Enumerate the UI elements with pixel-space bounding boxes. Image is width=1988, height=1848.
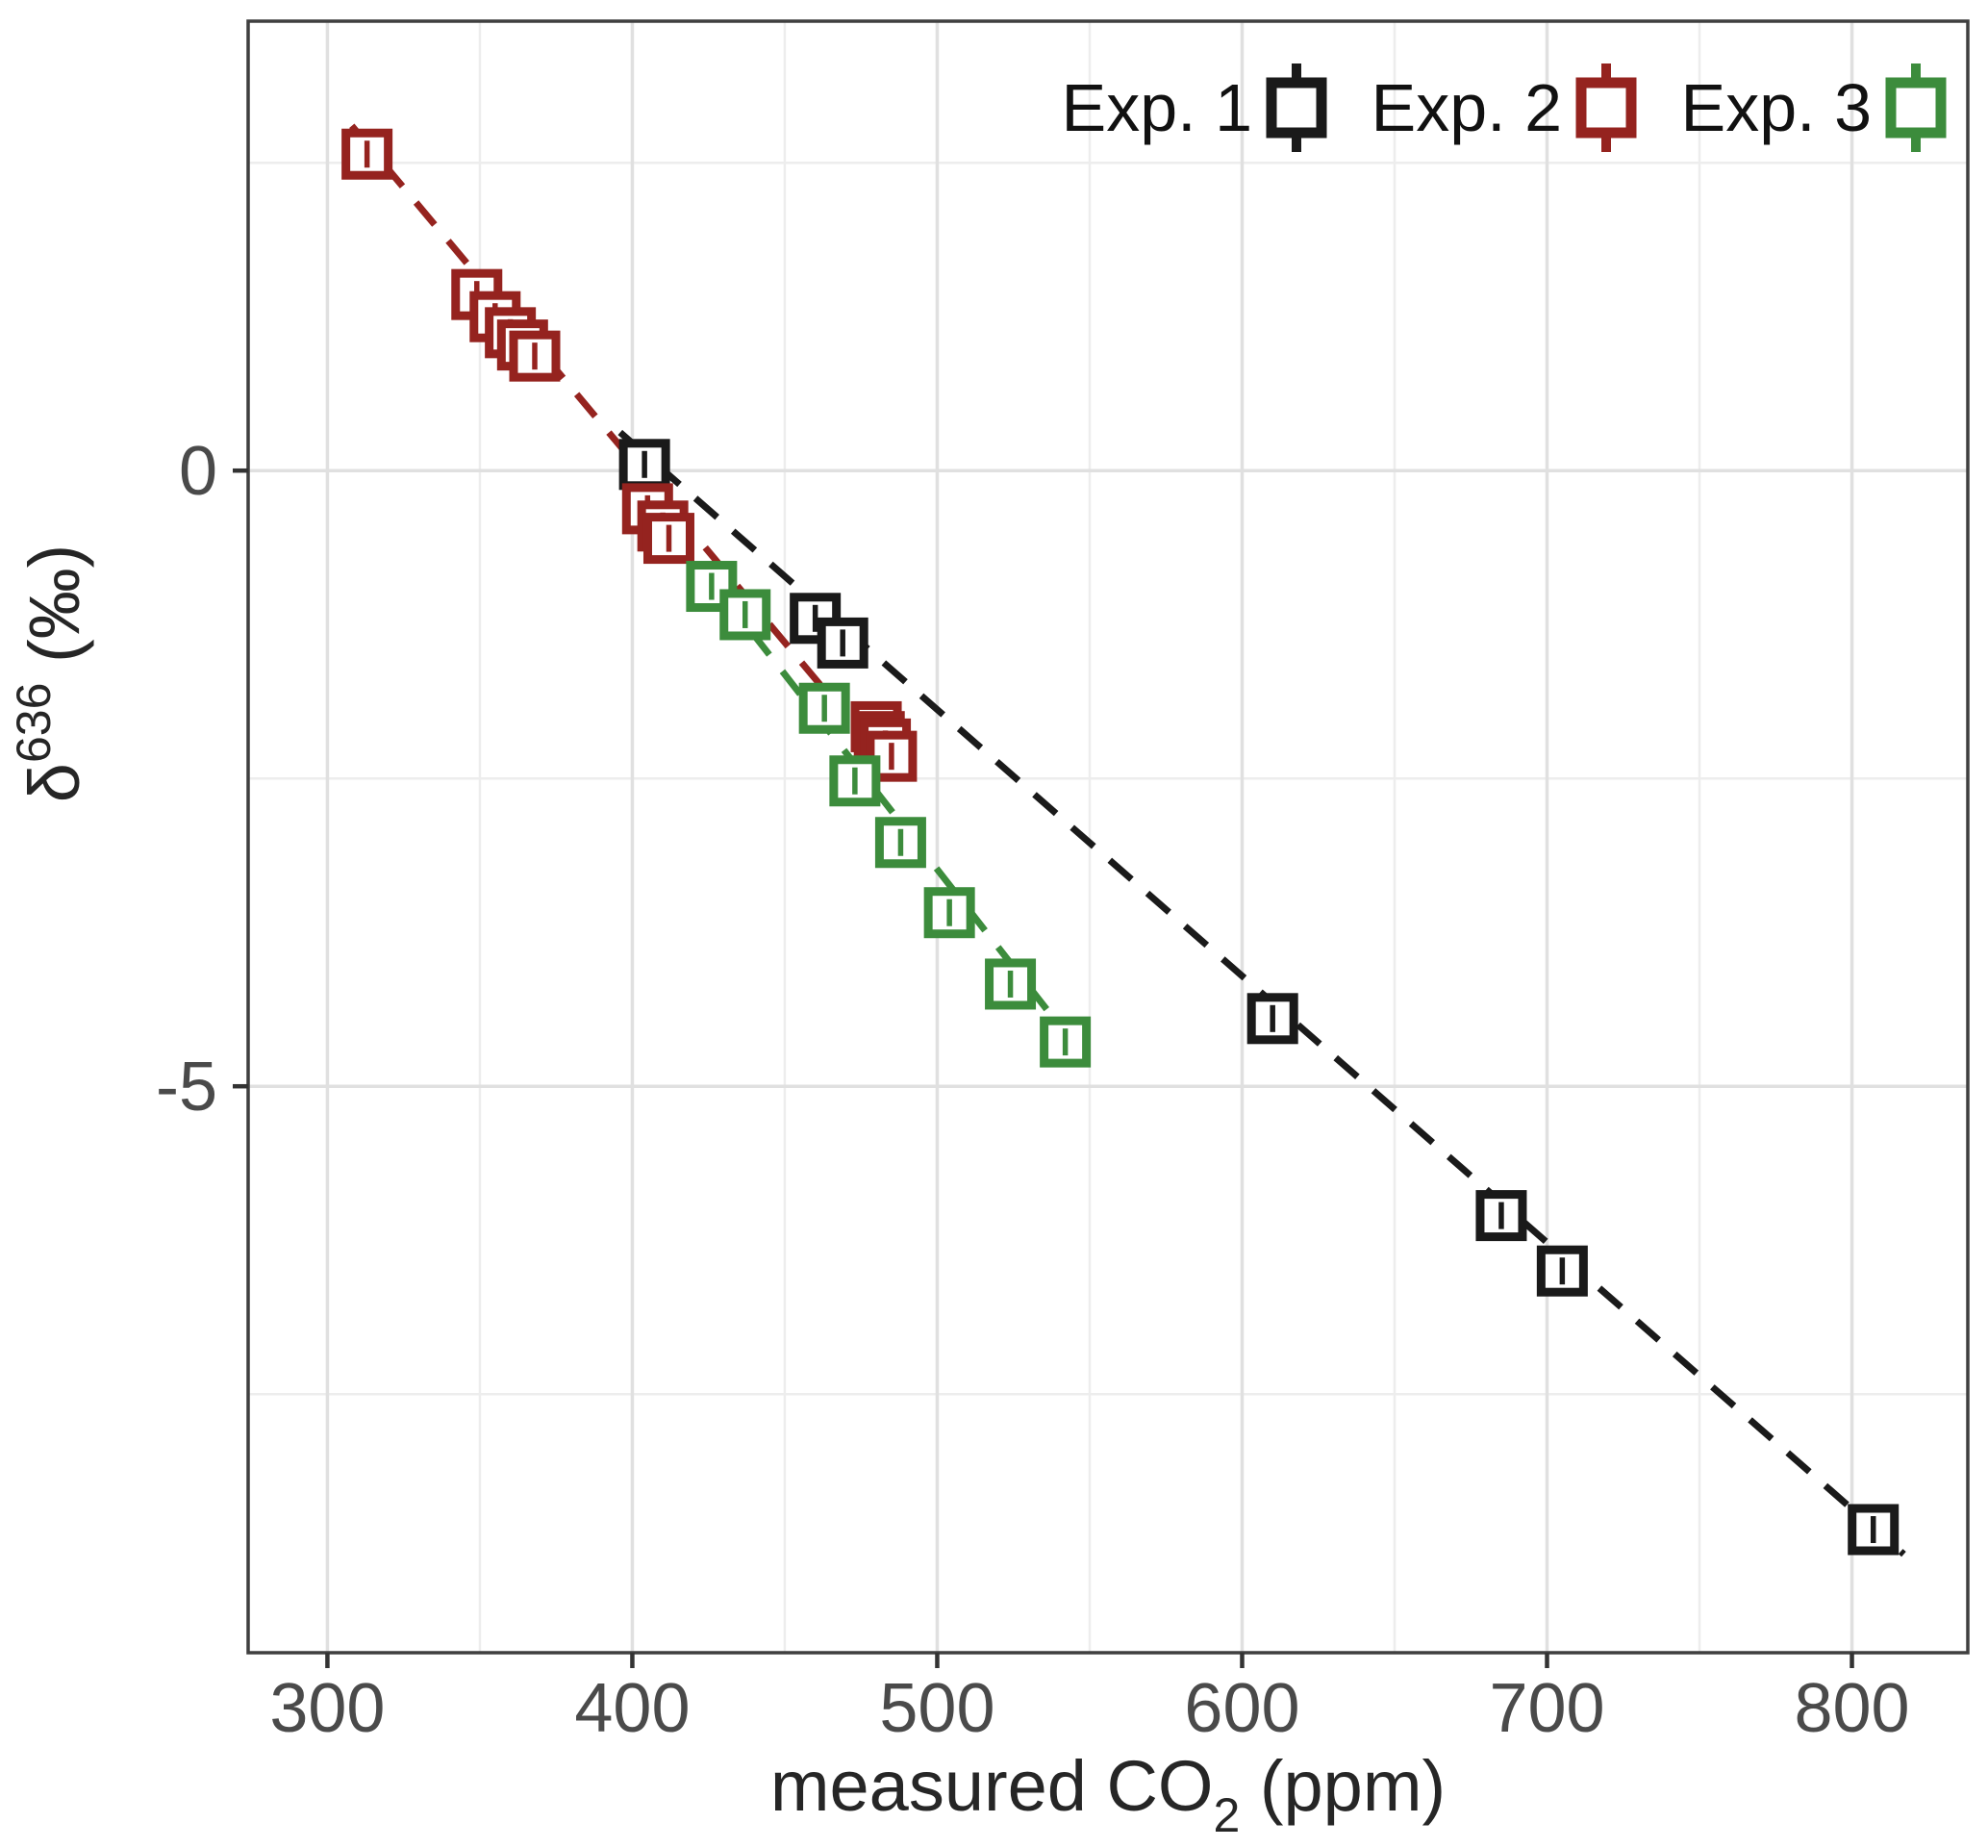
data-point — [817, 617, 868, 669]
y-tick-labels: 0 -5 — [156, 433, 217, 1126]
major-gridlines — [248, 21, 1968, 1653]
legend-point-glyph — [1575, 77, 1637, 139]
x-tick-label: 700 — [1489, 1670, 1604, 1747]
legend-label: Exp. 3 — [1681, 70, 1872, 145]
data-point — [1475, 1190, 1527, 1242]
panel-border — [246, 19, 1970, 1655]
plot-panel — [248, 21, 1968, 1653]
x-tick-label: 300 — [269, 1670, 385, 1747]
minor-gridlines — [248, 21, 1968, 1653]
legend-label: Exp. 2 — [1371, 70, 1562, 145]
series-exp-1 — [618, 439, 1900, 1556]
legend-point-glyph — [1266, 77, 1327, 139]
y-tick-label: -5 — [156, 1049, 217, 1126]
x-tick-labels: 300 400 500 600 700 800 — [269, 1670, 1909, 1747]
axis-ticks — [233, 468, 1854, 1668]
x-axis-title: measured CO2 (ppm) — [770, 1746, 1446, 1842]
legend: Exp. 3 Exp. 2 Exp. 1 — [1062, 63, 1947, 152]
legend-label: Exp. 1 — [1062, 70, 1252, 145]
data-point — [985, 958, 1037, 1010]
y-axis-title: δ636 (‰) — [7, 544, 94, 803]
data-point — [719, 589, 771, 641]
data-point — [1246, 993, 1298, 1045]
legend-point-glyph — [1885, 77, 1947, 139]
series-exp-3 — [686, 561, 1092, 1068]
x-tick-label: 600 — [1184, 1670, 1299, 1747]
x-tick-label: 400 — [574, 1670, 690, 1747]
y-tick-label: 0 — [179, 433, 217, 510]
x-tick-label: 800 — [1794, 1670, 1909, 1747]
x-tick-label: 500 — [879, 1670, 994, 1747]
